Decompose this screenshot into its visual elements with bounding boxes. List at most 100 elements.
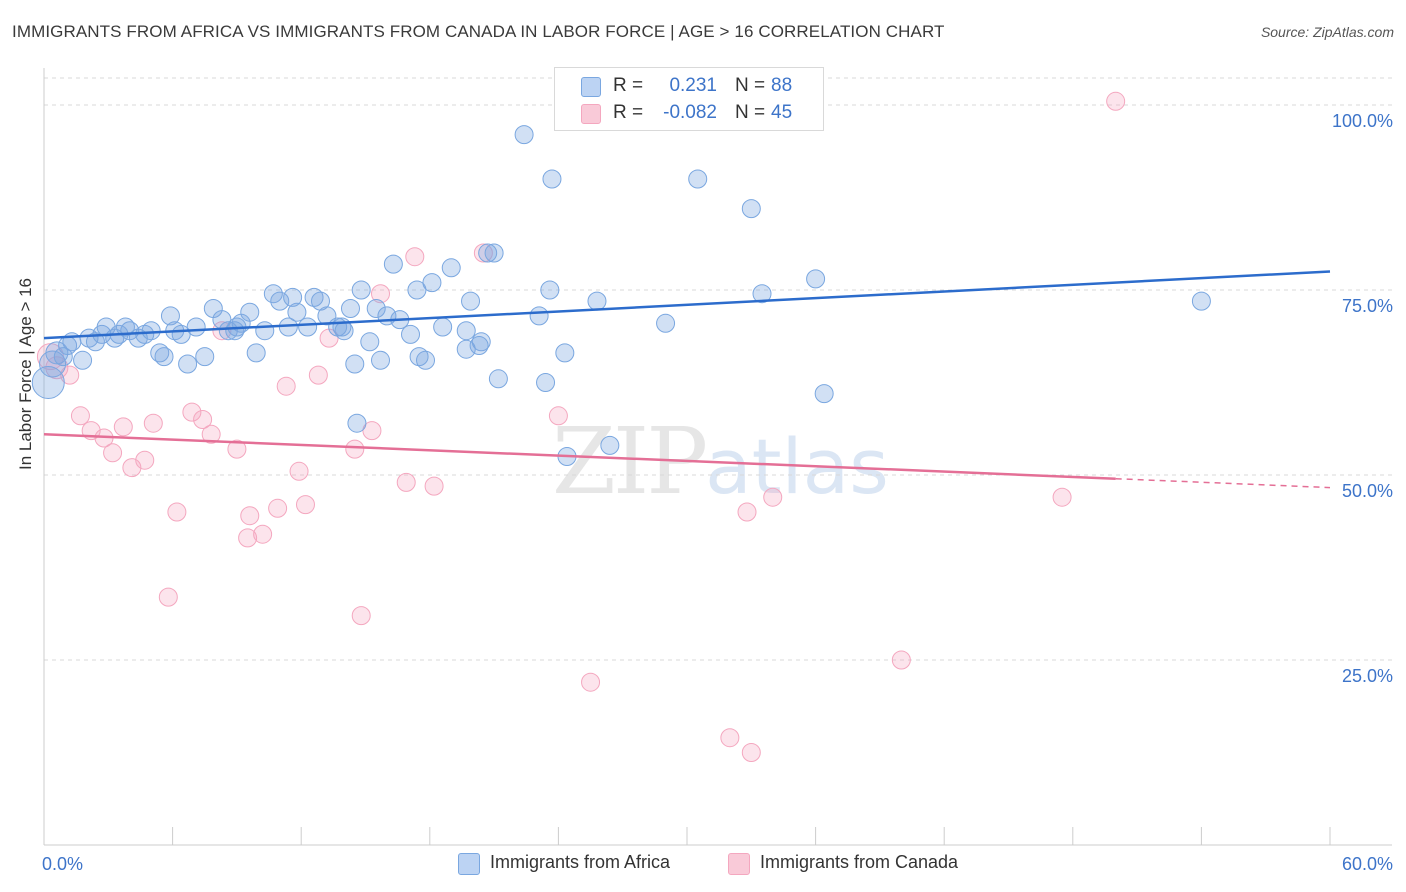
africa-point (555, 343, 575, 363)
axis-labels: 25.0% 50.0% 75.0% 100.0% 0.0% 60.0% (42, 111, 1393, 874)
africa-point (347, 413, 367, 433)
canada-point (720, 728, 740, 748)
africa-point (409, 347, 429, 367)
africa-point (340, 299, 360, 318)
canada-point (548, 406, 568, 426)
stats-legend: R = 0.231 N = 88 R = -0.082 N = 45 (554, 67, 824, 131)
africa-point (741, 199, 761, 219)
canada-point (371, 284, 391, 304)
africa-point (255, 321, 275, 341)
canada-point (60, 365, 80, 385)
africa-point (600, 435, 620, 455)
africa-point (246, 343, 266, 363)
africa-point (345, 354, 365, 374)
legend-swatch-africa (458, 853, 480, 875)
canada-point (113, 417, 133, 437)
canada-point (158, 587, 178, 607)
chart-title: IMMIGRANTS FROM AFRICA VS IMMIGRANTS FRO… (12, 22, 945, 41)
africa-point (814, 384, 834, 404)
africa-point (263, 284, 283, 304)
africa-n-label: N = (735, 75, 766, 96)
africa-point (484, 243, 504, 263)
africa-point (488, 369, 508, 389)
africa-point (360, 332, 380, 352)
canada-trend-line (43, 433, 1116, 480)
africa-point (469, 336, 489, 355)
africa-point (304, 287, 324, 307)
africa-trend-line (43, 270, 1331, 340)
canada-point (238, 528, 258, 548)
canada-point (289, 461, 309, 481)
canada-point (1106, 91, 1126, 111)
y-tick-label: 100.0% (1332, 111, 1393, 131)
legend-label-africa: Immigrants from Africa (490, 852, 671, 872)
series-legend: Immigrants from Africa Immigrants from C… (0, 852, 1406, 876)
africa-point (154, 347, 174, 367)
canada-point (276, 376, 296, 396)
canada-trend-line-extrapolated (1115, 477, 1331, 489)
africa-point (806, 269, 826, 289)
africa-point (433, 317, 453, 337)
canada-point (741, 743, 761, 762)
y-axis-label: In Labor Force | Age > 16 (16, 277, 35, 470)
africa-point (752, 284, 772, 304)
canada-point (182, 402, 202, 422)
africa-point (1191, 291, 1211, 311)
canada-swatch (581, 104, 601, 124)
africa-point (53, 347, 73, 367)
africa-point (351, 280, 371, 300)
y-tick-label: 50.0% (1342, 481, 1393, 501)
canada-point (240, 506, 260, 526)
grid-lines (44, 77, 1392, 661)
africa-point (287, 302, 307, 322)
canada-point (253, 524, 273, 544)
africa-point (178, 354, 198, 374)
africa-point (407, 280, 427, 300)
canada-r-label: R = (613, 102, 644, 123)
canada-point (308, 365, 328, 385)
africa-point (141, 321, 161, 341)
africa-point (422, 273, 442, 293)
africa-n-value: 88 (771, 75, 793, 96)
africa-point (536, 373, 556, 392)
canada-point (737, 502, 757, 522)
africa-point (85, 332, 105, 352)
canada-point (135, 450, 155, 470)
africa-point (39, 350, 67, 378)
canada-point (227, 439, 247, 459)
africa-point (283, 287, 303, 307)
africa-point (366, 299, 386, 318)
canada-point (295, 495, 315, 515)
stats-legend-row-africa: R = 0.231 N = 88 (555, 74, 823, 100)
y-tick-label: 75.0% (1342, 296, 1393, 316)
canada-point (473, 243, 493, 263)
africa-point (514, 125, 534, 145)
canada-point (103, 443, 123, 463)
africa-point (540, 280, 560, 300)
africa-point (332, 317, 352, 337)
africa-r-value: 0.231 (669, 75, 717, 96)
africa-r-label: R = (613, 75, 644, 96)
canada-point (201, 424, 221, 444)
africa-point (401, 324, 421, 344)
x-tick-label-max: 60.0% (1342, 854, 1393, 874)
africa-point (461, 291, 481, 311)
africa-point (298, 317, 318, 337)
canada-n-label: N = (735, 102, 766, 123)
canada-point (424, 476, 444, 496)
africa-point (240, 302, 260, 322)
africa-point (79, 328, 99, 348)
canada-point (345, 439, 365, 459)
canada-n-value: 45 (771, 102, 793, 123)
stats-legend-row-canada: R = -0.082 N = 45 (555, 101, 823, 127)
canada-r-value: -0.082 (663, 102, 717, 123)
africa-swatch (581, 77, 601, 97)
africa-point (542, 169, 562, 189)
canada-point (763, 487, 783, 507)
axes (43, 68, 1392, 846)
canada-point (362, 421, 382, 441)
legend-label-canada: Immigrants from Canada (760, 852, 959, 872)
canada-point (351, 606, 371, 626)
africa-point (456, 321, 476, 341)
